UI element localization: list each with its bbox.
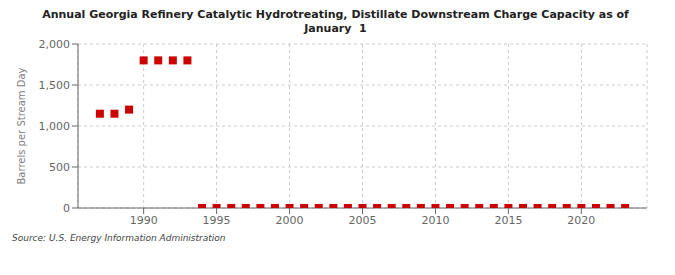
svg-text:2010: 2010 [421, 214, 449, 227]
html-text:Annual Georgia Refinery Cataly: Annual Georgia Refinery Catalytic Hydrot… [42, 8, 629, 21]
svg-text:2015: 2015 [494, 214, 522, 227]
svg-text:500: 500 [49, 161, 70, 174]
svg-text:Barrels per Stream Day: Barrels per Stream Day [16, 67, 27, 184]
svg-text:0: 0 [63, 202, 70, 215]
html-text:January 1: January 1 [304, 22, 367, 35]
svg-text:1,500: 1,500 [39, 79, 71, 92]
svg-text:1,000: 1,000 [39, 120, 71, 133]
svg-text:1995: 1995 [203, 214, 231, 227]
svg-text:2020: 2020 [567, 214, 595, 227]
html-text:Source: U.S. Energy Informatio: Source: U.S. Energy Information Administ… [12, 233, 226, 243]
svg-text:2,000: 2,000 [39, 38, 71, 51]
svg-text:1990: 1990 [130, 214, 158, 227]
svg-text:2005: 2005 [349, 214, 377, 227]
svg-text:2000: 2000 [276, 214, 304, 227]
